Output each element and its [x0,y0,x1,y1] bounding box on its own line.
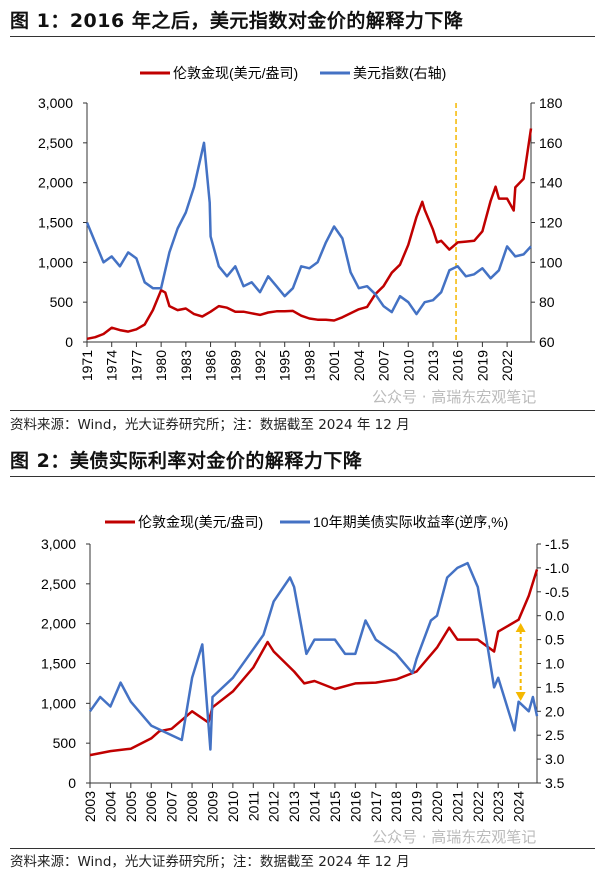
y-right-tick-label: 1.0 [545,656,565,672]
arrow-head-down [515,692,526,701]
x-tick-label: 2019 [409,791,425,822]
chart-1: 0 500 1,000 1,500 2,000 2,500 3,000 60 80 100 120 1… [38,65,563,381]
legend-label: 伦敦金现(美元/盎司) [173,65,298,81]
y-left-tick-label: 2,000 [41,616,76,632]
x-tick-label: 1989 [227,350,243,381]
x-tick-label: 2013 [286,791,302,822]
watermark: 公众号 · 高瑞东宏观笔记 [372,388,537,406]
y-right-tick-label: 2.5 [545,727,565,743]
x-tick-label: 1992 [252,350,268,381]
y-left-tick-label: 0 [65,334,73,350]
arrow-head-up [515,623,526,632]
x-tick-label: 2023 [490,791,506,822]
x-tick-label: 2008 [184,791,200,822]
y-left-tick-label: 2,000 [38,175,73,191]
x-tick-label: 1974 [104,350,120,381]
figure-1-source: 资料来源：Wind，光大证券研究所；注：数据截至 2024 年 12 月 [10,417,410,433]
x-tick-label: 2021 [449,791,465,822]
y-right-tick-label: -1.0 [545,560,569,576]
y-right-tick-label: 80 [539,294,555,310]
y-left-tick-label: 3,000 [41,536,76,552]
y-left-tick-label: 3,000 [38,95,73,111]
x-tick-label: 2007 [164,791,180,822]
y-right-tick-label: 60 [539,334,555,350]
x-tick-label: 2020 [429,791,445,822]
x-tick-label: 2017 [368,791,384,822]
x-tick-label: 1983 [178,350,194,381]
y-left-tick-label: 500 [53,735,77,751]
x-tick-label: 2012 [266,791,282,822]
y-left-tick-label: 500 [50,294,74,310]
x-tick-label: 2022 [499,350,515,381]
x-tick-label: 1980 [153,350,169,381]
source-divider [10,410,595,411]
y-right-tick-label: 180 [539,95,563,111]
x-tick-label: 1977 [128,350,144,381]
y-right-tick-label: 1.5 [545,679,565,695]
y-right-tick-label: 3.5 [545,775,565,791]
figure-1-title: 图 1：2016 年之后，美元指数对金价的解释力下降 [10,10,464,32]
x-tick-label: 2004 [351,350,367,381]
series-line-blue [88,561,539,751]
y-right-tick-label: 2.0 [545,703,565,719]
x-tick-label: 2024 [511,791,527,822]
y-right-tick-label: 140 [539,175,563,191]
y-right-tick-label: 3.0 [545,751,565,767]
y-left-tick-label: 0 [68,775,76,791]
x-tick-label: 2018 [388,791,404,822]
legend-label: 伦敦金现(美元/盎司) [138,514,263,530]
x-tick-label: 1995 [277,350,293,381]
x-tick-label: 1998 [301,350,317,381]
x-tick-label: 2016 [450,350,466,381]
y-left-tick-label: 1,000 [41,695,76,711]
x-tick-label: 2003 [82,791,98,822]
y-right-tick-label: 120 [539,215,563,231]
y-right-tick-label: -1.5 [545,536,569,552]
y-right-tick-label: 0.5 [545,632,565,648]
x-tick-label: 2016 [347,791,363,822]
title-divider [10,476,595,477]
x-tick-label: 2005 [123,791,139,822]
y-right-tick-label: 0.0 [545,608,565,624]
x-tick-label: 2006 [143,791,159,822]
x-tick-label: 2010 [400,350,416,381]
y-left-tick-label: 1,500 [38,215,73,231]
x-tick-label: 2019 [474,350,490,381]
x-tick-label: 2013 [425,350,441,381]
x-tick-label: 2010 [225,791,241,822]
figure-2-title: 图 2：美债实际利率对金价的解释力下降 [10,450,363,472]
x-tick-label: 1986 [203,350,219,381]
x-tick-label: 1971 [79,350,95,381]
series-line-blue [85,141,532,316]
title-divider [10,36,595,37]
x-tick-label: 2015 [327,791,343,822]
y-right-tick-label: 100 [539,254,563,270]
chart-2: 0 500 1,000 1,500 2,000 2,500 3,000 -1.5 -1.0 -0.… [41,514,569,822]
y-left-tick-label: 2,500 [38,135,73,151]
x-tick-label: 2022 [470,791,486,822]
y-left-tick-label: 2,500 [41,576,76,592]
x-tick-label: 2007 [376,350,392,381]
legend-label: 10年期美债实际收益率(逆序,%) [313,514,508,530]
series-line-gold [89,569,539,757]
x-tick-label: 2011 [245,791,261,821]
y-left-tick-label: 1,000 [38,254,73,270]
x-tick-label: 2014 [307,791,323,822]
series-line-gold [86,128,533,341]
legend-label: 美元指数(右轴) [353,65,446,81]
x-tick-label: 2009 [204,791,220,822]
figure-2-source: 资料来源：Wind，光大证券研究所；注：数据截至 2024 年 12 月 [10,854,410,870]
watermark: 公众号 · 高瑞东宏观笔记 [372,828,537,846]
y-right-tick-label: 160 [539,135,563,151]
y-right-tick-label: -0.5 [545,584,569,600]
source-divider [10,848,595,849]
x-tick-label: 2004 [102,791,118,822]
x-tick-label: 2001 [326,350,342,381]
y-left-tick-label: 1,500 [41,656,76,672]
